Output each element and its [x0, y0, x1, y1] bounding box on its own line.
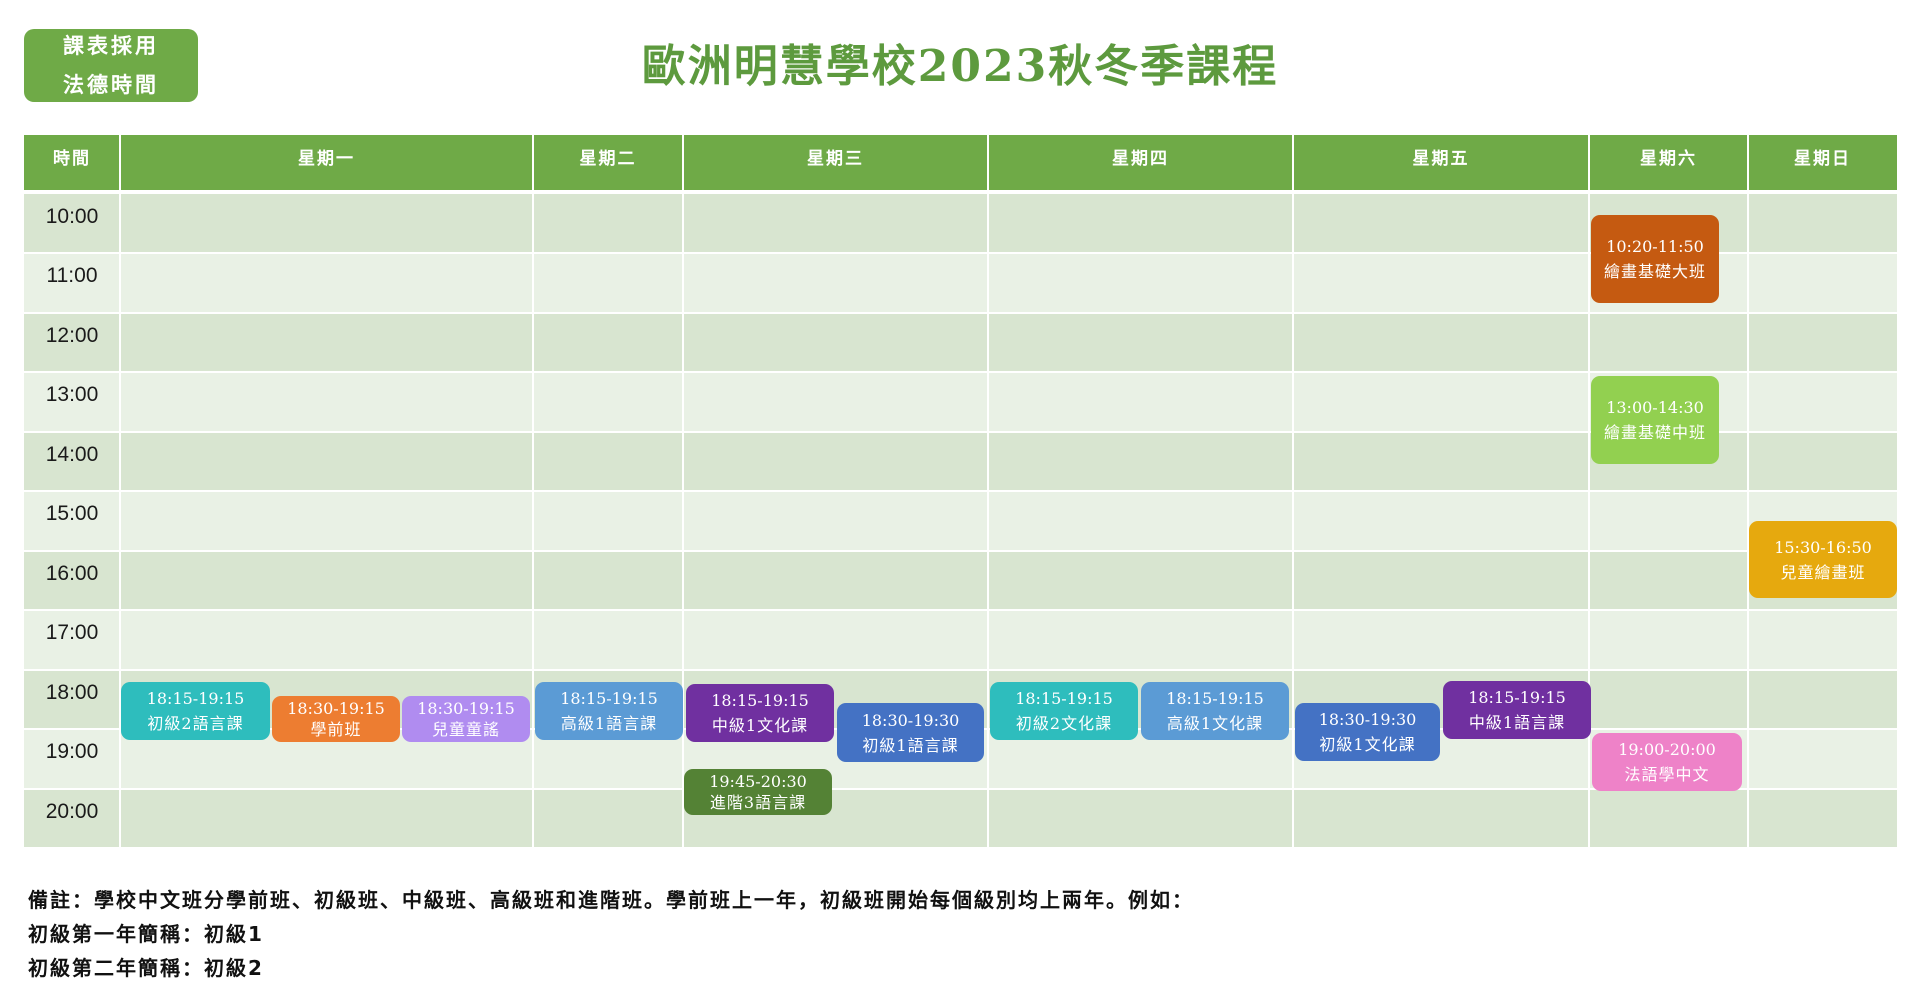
- course-block[interactable]: 18:15-19:15 初級2語言課: [121, 682, 270, 740]
- column-divider: [1747, 135, 1749, 847]
- column-divider: [119, 135, 121, 847]
- badge-line-2: 法德時間: [63, 72, 159, 97]
- course-name: 初級1語言課: [862, 735, 959, 755]
- course-block[interactable]: 19:00-20:00 法語學中文: [1592, 733, 1742, 791]
- course-name: 高級1語言課: [560, 714, 658, 733]
- course-name: 中級1語言課: [1468, 713, 1566, 732]
- time-label: 13:00: [45, 383, 99, 406]
- course-block[interactable]: 10:20-11:50 繪畫基礎大班: [1591, 215, 1719, 303]
- row-divider: [24, 550, 1897, 552]
- column-divider: [1292, 135, 1294, 847]
- header-wednesday: 星期三: [807, 149, 864, 169]
- course-name: 兒童繪畫班: [1780, 562, 1866, 582]
- course-time: 10:20-11:50: [1606, 237, 1704, 256]
- course-name: 初級2語言課: [147, 714, 244, 733]
- course-name: 初級2文化課: [1015, 714, 1113, 733]
- row-divider: [24, 490, 1897, 492]
- course-time: 19:00-20:00: [1618, 740, 1716, 759]
- row-20: [24, 789, 1897, 847]
- course-block[interactable]: 15:30-16:50 兒童繪畫班: [1749, 521, 1897, 598]
- course-time: 18:30-19:30: [861, 710, 960, 730]
- row-11: [24, 253, 1897, 313]
- time-label: 18:00: [45, 681, 99, 704]
- column-divider: [532, 135, 534, 847]
- course-time: 13:00-14:30: [1606, 398, 1704, 417]
- column-divider: [1588, 135, 1590, 847]
- course-block[interactable]: 18:30-19:30 初級1文化課: [1295, 703, 1440, 761]
- row-divider: [24, 609, 1897, 611]
- course-block[interactable]: 18:30-19:30 初級1語言課: [837, 703, 984, 762]
- row-divider: [24, 431, 1897, 433]
- note-line: 初級第一年簡稱：初級1: [28, 922, 264, 946]
- time-label: 11:00: [46, 264, 98, 287]
- time-label: 10:00: [45, 205, 99, 228]
- course-time: 19:45-20:30: [709, 772, 807, 791]
- header-tuesday: 星期二: [579, 149, 637, 169]
- course-time: 18:30-19:15: [287, 699, 385, 718]
- course-name: 繪畫基礎大班: [1603, 262, 1706, 281]
- course-name: 法語學中文: [1624, 765, 1710, 784]
- course-name: 兒童童謠: [431, 720, 500, 739]
- row-divider: [24, 371, 1897, 373]
- course-block[interactable]: 18:15-19:15 初級2文化課: [990, 682, 1138, 740]
- header-sunday: 星期日: [1794, 149, 1851, 169]
- header-thursday: 星期四: [1112, 149, 1169, 169]
- course-block[interactable]: 18:15-19:15 中級1語言課: [1443, 681, 1591, 739]
- course-time: 18:15-19:15: [1166, 689, 1264, 708]
- time-label: 16:00: [45, 562, 99, 585]
- time-label: 14:00: [45, 443, 99, 466]
- course-name: 進階3語言課: [709, 793, 807, 812]
- column-divider: [987, 135, 989, 847]
- row-divider: [24, 312, 1897, 314]
- course-time: 18:30-19:15: [417, 699, 515, 718]
- course-block[interactable]: 18:30-19:15 兒童童謠: [402, 696, 530, 742]
- row-divider: [24, 788, 1897, 790]
- course-name: 學前班: [310, 720, 362, 739]
- course-block[interactable]: 18:30-19:15 學前班: [272, 696, 400, 742]
- header-monday: 星期一: [298, 149, 355, 169]
- course-time: 18:15-19:15: [146, 689, 245, 708]
- column-divider: [682, 135, 684, 847]
- course-time: 18:15-19:15: [560, 689, 658, 708]
- page-title: 歐洲明慧學校2023秋冬季課程: [641, 41, 1279, 92]
- course-time: 15:30-16:50: [1774, 537, 1872, 557]
- badge-line-1: 課表採用: [63, 33, 159, 58]
- course-block[interactable]: 18:15-19:15 高級1語言課: [535, 682, 683, 740]
- row-14: [24, 432, 1897, 491]
- time-label: 17:00: [45, 621, 99, 644]
- course-time: 18:15-19:15: [1468, 688, 1566, 707]
- header-time: 時間: [53, 149, 91, 169]
- course-name: 初級1文化課: [1319, 735, 1416, 754]
- course-block[interactable]: 19:45-20:30 進階3語言課: [684, 769, 832, 815]
- course-name: 中級1文化課: [711, 716, 809, 735]
- row-17: [24, 610, 1897, 670]
- header-row: 時間 星期一 星期二 星期三 星期四 星期五 星期六 星期日: [24, 135, 1897, 190]
- header-saturday: 星期六: [1640, 149, 1697, 169]
- course-name: 繪畫基礎中班: [1603, 423, 1706, 442]
- course-block[interactable]: 13:00-14:30 繪畫基礎中班: [1591, 376, 1719, 464]
- course-time: 18:30-19:30: [1318, 710, 1417, 729]
- note-line: 備註：學校中文班分學前班、初級班、中級班、高級班和進階班。學前班上一年，初級班開…: [28, 888, 1194, 912]
- time-zone-badge: 課表採用 法德時間: [24, 29, 198, 102]
- row-15: [24, 491, 1897, 551]
- note-line: 初級第二年簡稱：初級2: [28, 956, 264, 980]
- row-10: [24, 194, 1897, 253]
- time-label: 12:00: [45, 324, 99, 347]
- time-label: 15:00: [45, 502, 99, 525]
- time-label: 19:00: [45, 740, 99, 763]
- row-divider: [24, 190, 1897, 194]
- course-time: 18:15-19:15: [1015, 689, 1113, 708]
- course-name: 高級1文化課: [1166, 714, 1264, 733]
- row-13: [24, 372, 1897, 432]
- row-divider: [24, 669, 1897, 671]
- course-block[interactable]: 18:15-19:15 高級1文化課: [1141, 682, 1289, 740]
- row-16: [24, 551, 1897, 610]
- row-divider: [24, 252, 1897, 254]
- course-block[interactable]: 18:15-19:15 中級1文化課: [686, 684, 834, 742]
- header-friday: 星期五: [1412, 149, 1470, 169]
- row-12: [24, 313, 1897, 372]
- course-time: 18:15-19:15: [711, 691, 809, 710]
- time-label: 20:00: [45, 800, 99, 823]
